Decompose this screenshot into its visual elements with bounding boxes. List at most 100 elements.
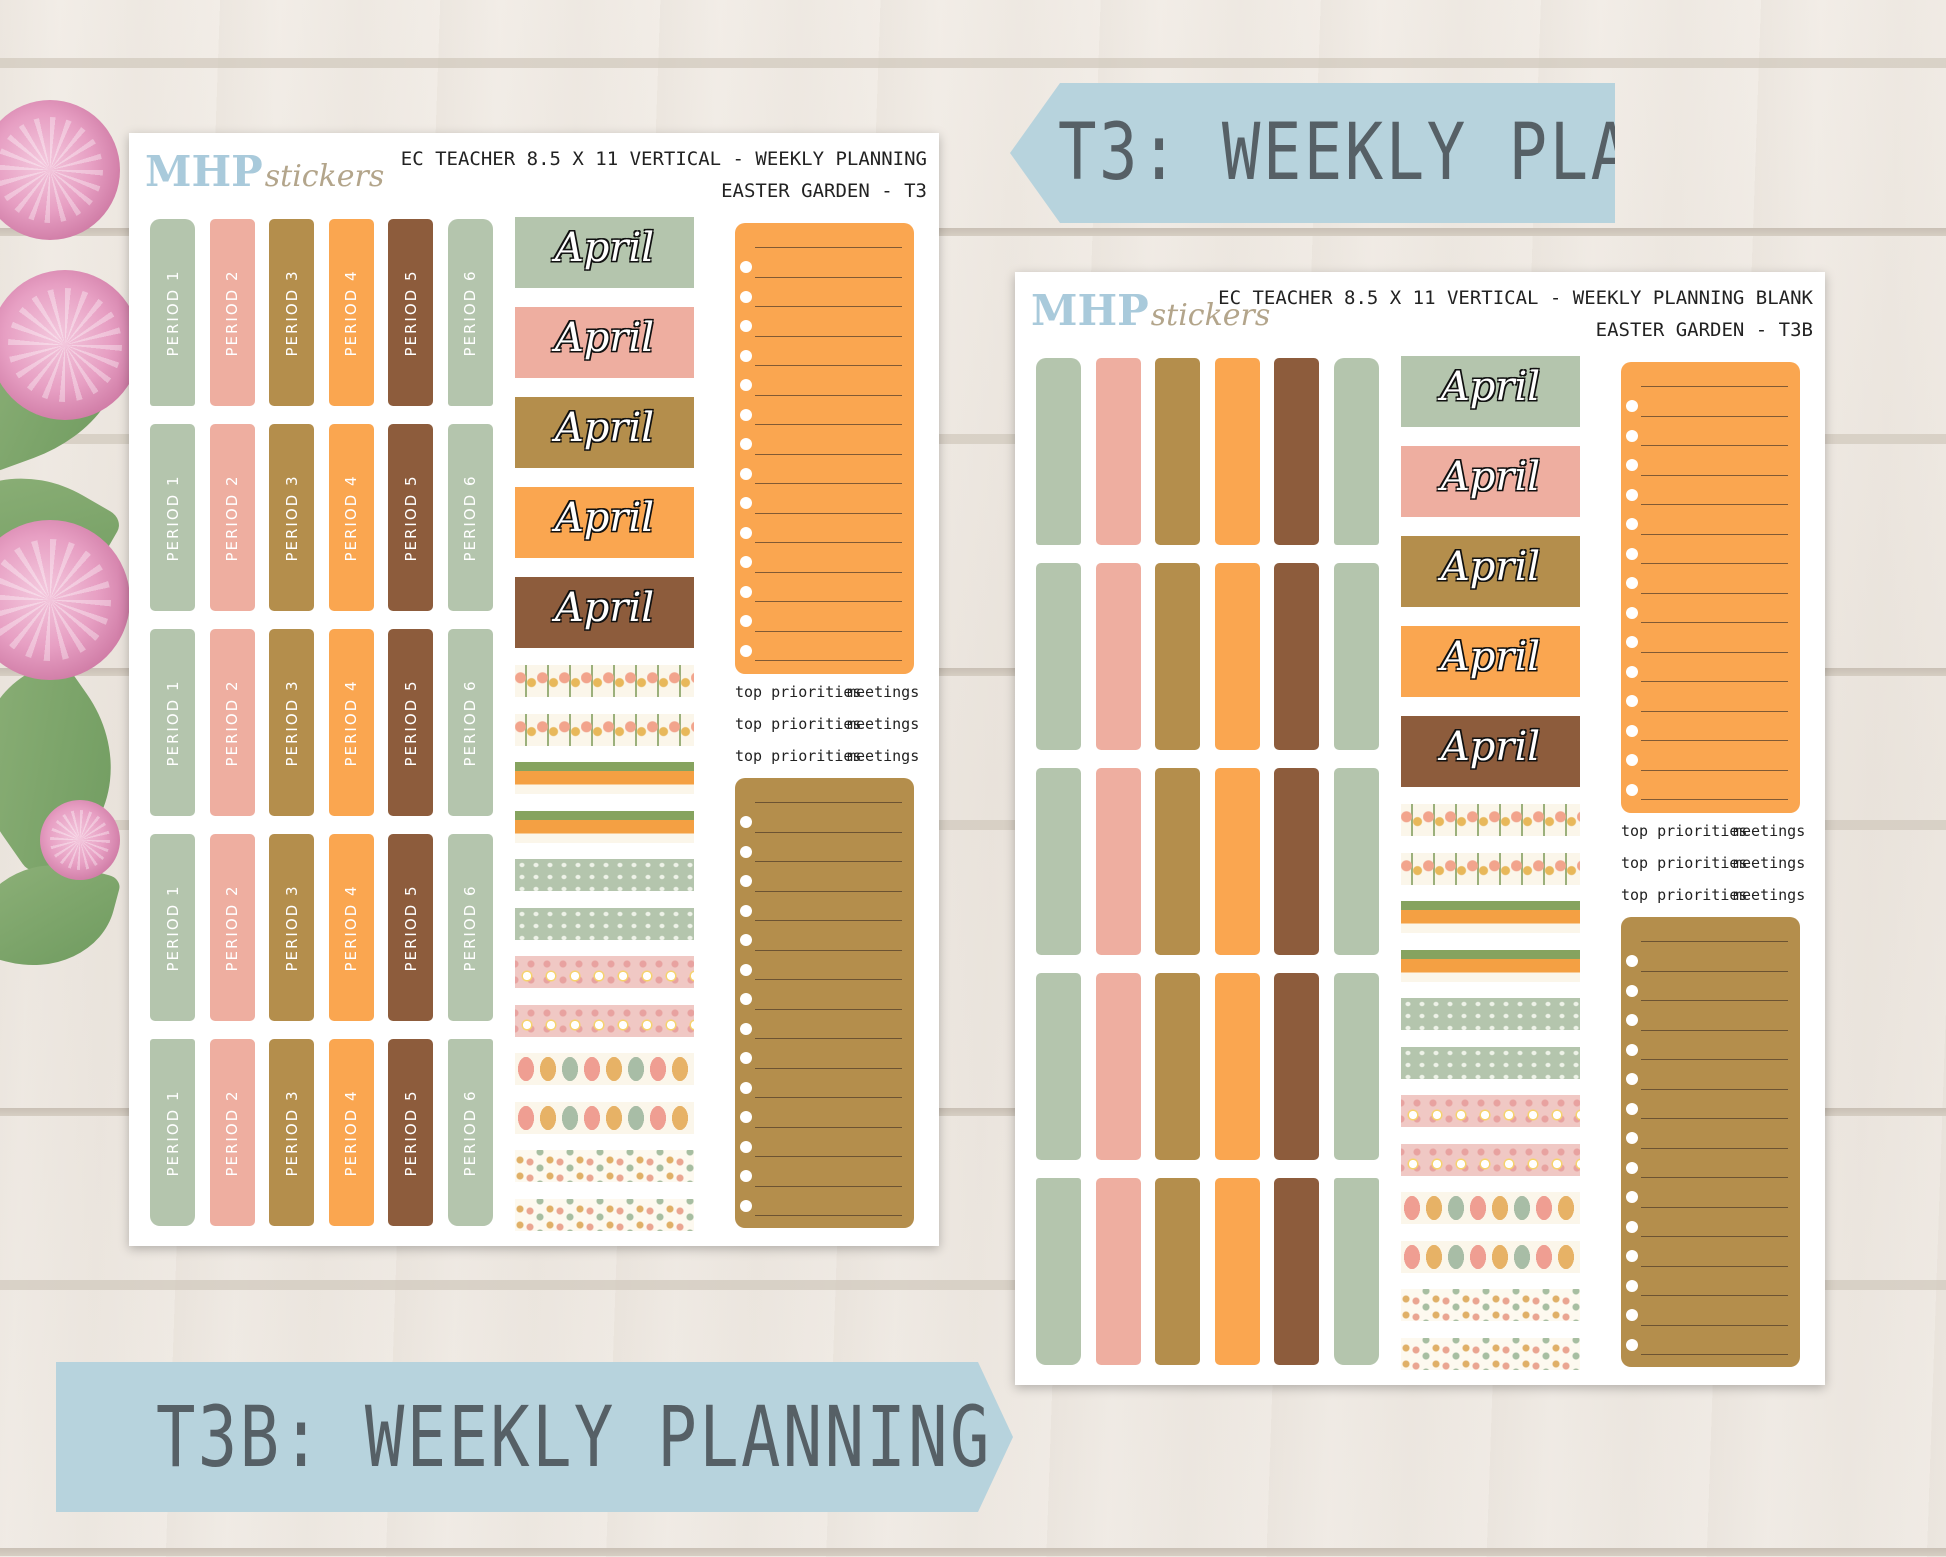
checkbox-dot	[740, 1111, 752, 1123]
checkbox-dot	[1626, 1014, 1638, 1026]
checkbox-dot	[740, 934, 752, 946]
checklist-line	[1641, 445, 1788, 446]
period-sticker: PERIOD 4	[328, 834, 374, 1021]
washi-strip	[1401, 1240, 1580, 1273]
checklist-line	[755, 335, 902, 337]
period-sticker: PERIOD 2	[209, 424, 255, 611]
checklist-line	[755, 1038, 902, 1039]
period-label: PERIOD 3	[282, 883, 301, 972]
period-sticker: PERIOD 6	[447, 424, 493, 611]
month-label: April	[1440, 364, 1541, 410]
checkbox-dot	[1626, 984, 1638, 997]
period-sticker	[1274, 973, 1319, 1160]
period-label: PERIOD 6	[461, 473, 479, 562]
checklist-line	[755, 1156, 902, 1157]
label-row: top priorities meetings	[1621, 818, 1821, 846]
washi-strip	[1401, 1289, 1580, 1321]
checklist-line	[755, 920, 902, 921]
checklist-line	[755, 1067, 902, 1069]
label-row: top priorities meetings	[735, 679, 935, 707]
period-sticker: PERIOD 5	[388, 834, 433, 1021]
washi-strip	[515, 1101, 694, 1134]
checkbox-dot	[1626, 1132, 1638, 1144]
checkbox-dot	[740, 1199, 752, 1212]
period-sticker: PERIOD 1	[150, 629, 195, 816]
checklist-line	[1641, 769, 1788, 771]
checkbox-dot	[1626, 1368, 1638, 1380]
top-priorities-label: top priorities	[1621, 854, 1748, 872]
meetings-label: meetings	[847, 683, 920, 701]
sheet-header-line1: EC TEACHER 8.5 X 11 VERTICAL - WEEKLY PL…	[1218, 287, 1813, 309]
checklist-line	[755, 512, 902, 514]
month-label: April	[1440, 634, 1541, 680]
period-sticker: PERIOD 1	[150, 424, 195, 611]
checkbox-dot	[740, 644, 752, 657]
checkbox-dot	[740, 875, 752, 887]
month-label: April	[554, 405, 655, 451]
sticker-sheet-t3: MHPstickers EC TEACHER 8.5 X 11 VERTICAL…	[129, 133, 939, 1246]
mhp-stickers-logo: MHPstickers	[1031, 286, 1271, 335]
top-priorities-label: top priorities	[1621, 886, 1748, 904]
checkbox-dot	[1626, 1309, 1638, 1321]
checklist-line	[1641, 622, 1788, 623]
period-label: PERIOD 1	[163, 268, 182, 357]
checkbox-dot	[1626, 783, 1638, 796]
wood-board-seam	[0, 820, 1946, 830]
label-row: top priorities meetings	[735, 711, 935, 739]
checkbox-dot	[740, 963, 752, 976]
checklist-line	[1641, 1236, 1788, 1237]
period-label: PERIOD 1	[163, 678, 182, 767]
sheet-header-line2: EASTER GARDEN - T3B	[1595, 319, 1813, 341]
period-sticker	[1274, 1178, 1319, 1365]
period-sticker	[1214, 563, 1260, 750]
checklist-line	[755, 1215, 902, 1216]
period-sticker	[1274, 563, 1319, 750]
checklist-line	[755, 306, 902, 307]
period-sticker: PERIOD 4	[328, 629, 374, 816]
period-sticker: PERIOD 2	[209, 219, 255, 406]
checklist-line	[1641, 533, 1788, 535]
period-sticker	[1095, 1178, 1141, 1365]
period-sticker	[1036, 768, 1081, 955]
month-sticker: April	[1401, 536, 1580, 607]
month-sticker: April	[515, 217, 694, 288]
washi-strip	[1401, 804, 1580, 836]
checklist-line	[1641, 1000, 1788, 1001]
meetings-label: meetings	[1733, 886, 1806, 904]
washi-strip	[515, 1198, 694, 1231]
checkbox-dot	[740, 349, 752, 362]
period-sticker	[1036, 358, 1081, 545]
period-sticker	[1155, 563, 1200, 750]
checklist-line	[755, 1185, 902, 1187]
washi-strip	[515, 859, 694, 891]
period-sticker: PERIOD 1	[150, 1039, 195, 1226]
washi-strip	[515, 1053, 694, 1085]
checklist-line	[755, 1097, 902, 1098]
period-label: PERIOD 2	[223, 1088, 241, 1177]
checklist-line	[755, 630, 902, 632]
checkbox-dot	[740, 1140, 752, 1153]
checkbox-dot	[1626, 606, 1638, 619]
checkbox-dot	[1626, 1338, 1638, 1351]
month-label: April	[1440, 724, 1541, 770]
month-sticker: April	[1401, 626, 1580, 697]
checklist-line	[1641, 1265, 1788, 1267]
period-sticker	[1095, 358, 1141, 545]
period-sticker	[1155, 768, 1200, 955]
period-sticker	[1274, 768, 1319, 955]
period-label: PERIOD 2	[223, 268, 241, 357]
meetings-label: meetings	[1733, 822, 1806, 840]
wood-board-seam	[0, 1280, 1946, 1290]
flower-decoration	[40, 800, 120, 880]
t3b-banner-text: T3B: WEEKLY PLANNING -BLANK	[156, 1388, 1285, 1486]
checklist-line	[755, 601, 902, 602]
checklist-line	[755, 394, 902, 396]
washi-strip	[1401, 1046, 1580, 1079]
period-label: PERIOD 6	[461, 678, 479, 767]
checklist-line	[1641, 681, 1788, 682]
period-label: PERIOD 4	[342, 678, 360, 767]
checkbox-dot	[740, 290, 752, 303]
checklist-line	[755, 247, 902, 248]
period-label: PERIOD 2	[223, 883, 241, 972]
meetings-label: meetings	[1733, 854, 1806, 872]
